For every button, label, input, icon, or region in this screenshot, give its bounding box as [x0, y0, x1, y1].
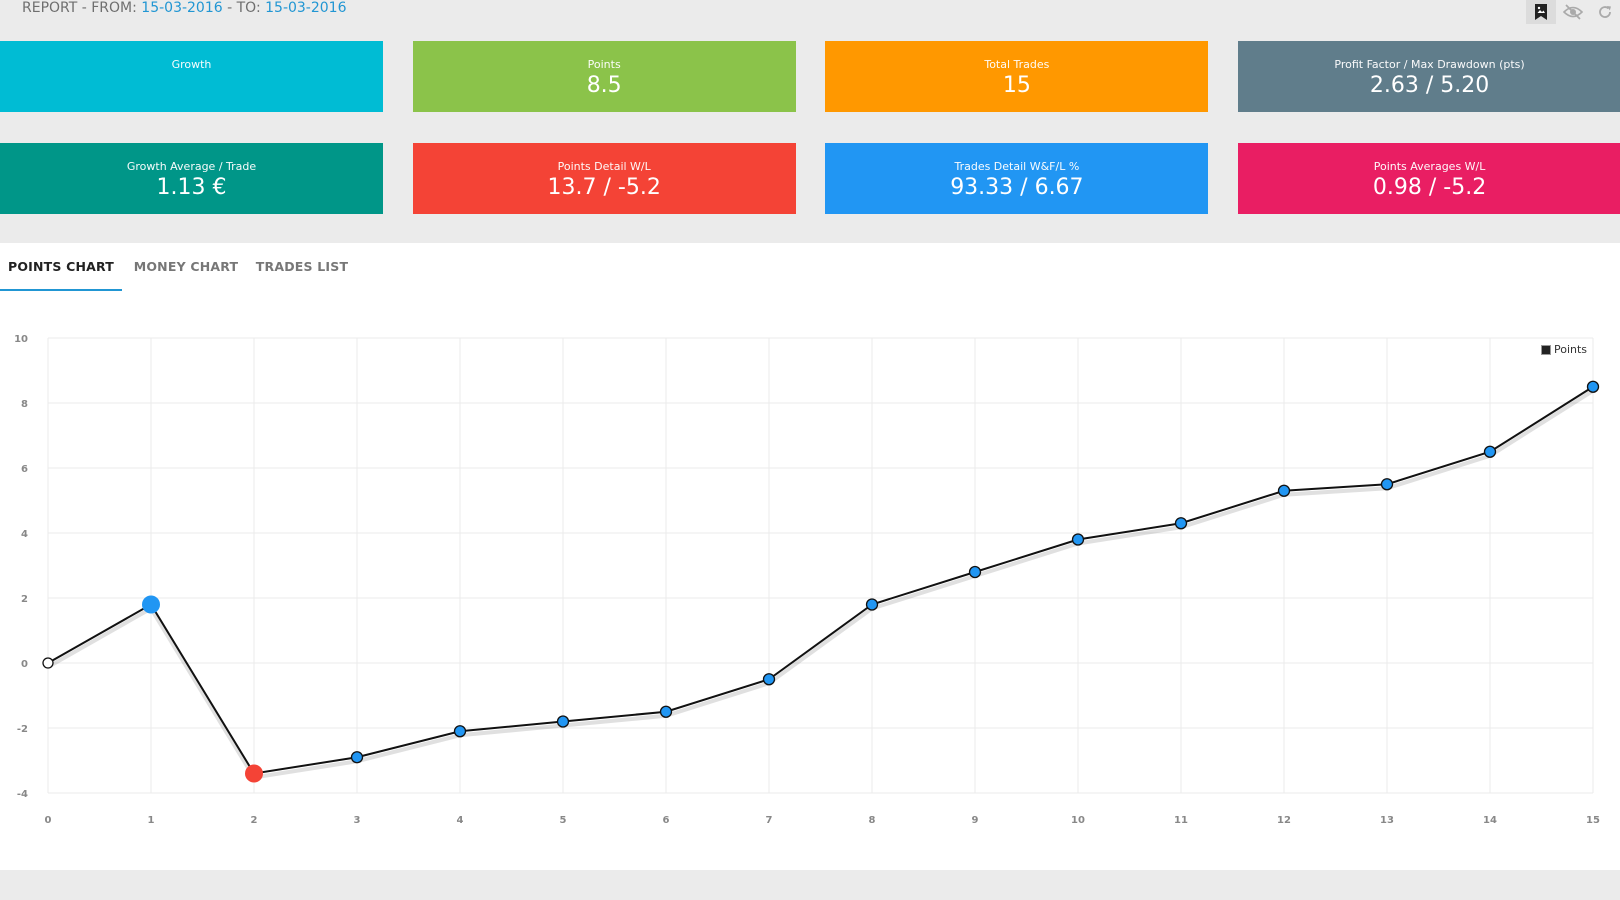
data-point[interactable] [1586, 380, 1600, 393]
summary-card: Trades Detail W&F/L % 93.33 / 6.67 [825, 143, 1209, 214]
x-tick-label: 6 [663, 815, 670, 826]
summary-cards: Growth Points 8.5 Total Trades 15 Profit Fact… [0, 41, 1620, 214]
data-point[interactable] [556, 715, 570, 728]
eye-slash-icon [1563, 4, 1583, 20]
card-value: 13.7 / -5.2 [547, 175, 661, 200]
tab-points-chart[interactable]: POINTS CHART [0, 243, 122, 291]
x-tick-label: 9 [972, 815, 979, 826]
data-point[interactable] [453, 725, 467, 738]
x-tick-label: 0 [45, 815, 52, 826]
card-value: 93.33 / 6.67 [950, 175, 1084, 200]
x-tick-label: 2 [251, 815, 258, 826]
hide-button[interactable] [1558, 0, 1588, 24]
card-value: 1.13 € [156, 175, 227, 200]
data-point[interactable] [968, 565, 982, 579]
x-tick-label: 8 [869, 815, 876, 826]
chart-tabs: POINTS CHART MONEY CHART TRADES LIST [0, 243, 1620, 291]
card-value: 8.5 [586, 73, 622, 98]
summary-card: Points 8.5 [412, 41, 796, 112]
y-tick-label: 10 [14, 334, 28, 345]
data-point[interactable] [1380, 478, 1394, 491]
summary-card: Profit Factor / Max Drawdown (pts) 2.63 /… [1238, 41, 1620, 112]
y-tick-label: 6 [21, 464, 28, 475]
report-separator: - TO: [222, 0, 266, 16]
x-tick-label: 12 [1277, 815, 1291, 826]
x-tick-label: 15 [1586, 815, 1600, 826]
x-tick-label: 5 [560, 815, 567, 826]
series-shadow [47, 389, 1595, 780]
image-bookmark-icon [1535, 4, 1547, 20]
card-value: 2.63 / 5.20 [1369, 73, 1490, 98]
legend-label: Points [1554, 343, 1588, 356]
chart-legend[interactable]: Points [1541, 343, 1587, 356]
card-value: 15 [1002, 73, 1031, 98]
summary-card: Points Averages W/L 0.98 / -5.2 [1238, 143, 1620, 214]
card-label: Total Trades [984, 58, 1050, 71]
data-point[interactable] [1277, 484, 1291, 497]
y-tick-label: 8 [21, 399, 28, 410]
card-label: Points Averages W/L [1373, 160, 1486, 173]
chart-panel: POINTS CHART MONEY CHART TRADES LIST -4 -2 0… [0, 243, 1620, 870]
report-prefix: REPORT - FROM: [22, 0, 142, 16]
y-tick-label: 4 [21, 529, 28, 540]
legend-swatch [1541, 344, 1551, 355]
toolbar [1524, 0, 1620, 24]
report-header: REPORT - FROM: 15-03-2016 - TO: 15-03-20… [22, 0, 347, 18]
y-tick-label: 0 [21, 659, 28, 670]
data-point[interactable] [1174, 517, 1188, 530]
summary-card: Total Trades 15 [825, 41, 1209, 112]
card-label: Points Detail W/L [557, 160, 651, 173]
x-tick-label: 3 [354, 815, 361, 826]
series-line-points [47, 385, 1594, 775]
summary-card: Points Detail W/L 13.7 / -5.2 [412, 143, 796, 214]
data-point[interactable] [1071, 533, 1085, 546]
card-label: Profit Factor / Max Drawdown (pts) [1334, 58, 1525, 71]
x-tick-label: 14 [1483, 815, 1497, 826]
card-value: 0.98 / -5.2 [1372, 175, 1487, 200]
x-tick-label: 7 [766, 815, 773, 826]
refresh-button[interactable] [1590, 0, 1620, 24]
x-tick-label: 10 [1071, 815, 1085, 826]
data-point[interactable] [659, 705, 673, 718]
y-tick-label: 2 [21, 594, 28, 605]
data-point[interactable] [762, 673, 776, 686]
refresh-icon [1599, 6, 1611, 18]
data-point-min[interactable] [245, 764, 263, 783]
x-tick-label: 13 [1380, 815, 1394, 826]
data-point-start[interactable] [42, 657, 54, 669]
data-point[interactable] [350, 751, 364, 764]
from-date[interactable]: 15-03-2016 [141, 0, 223, 16]
x-tick-label: 1 [148, 815, 155, 826]
image-bookmark-button[interactable] [1526, 0, 1556, 24]
x-tick-label: 4 [457, 815, 464, 826]
x-tick-label: 11 [1174, 815, 1188, 826]
card-label: Trades Detail W&F/L % [954, 160, 1080, 173]
summary-card: Growth Average / Trade 1.13 € [0, 143, 383, 214]
to-date[interactable]: 15-03-2016 [265, 0, 347, 16]
card-label: Growth [171, 58, 212, 71]
data-point[interactable] [865, 598, 879, 611]
tab-money-chart[interactable]: MONEY CHART [133, 259, 239, 274]
card-label: Growth Average / Trade [126, 160, 257, 173]
summary-card: Growth [0, 41, 383, 112]
card-label: Points [587, 58, 621, 71]
y-tick-label: -4 [17, 789, 28, 800]
data-point-max[interactable] [142, 595, 160, 614]
y-tick-label: -2 [17, 724, 28, 735]
data-point[interactable] [1483, 445, 1497, 458]
tab-trades-list[interactable]: TRADES LIST [255, 259, 349, 274]
